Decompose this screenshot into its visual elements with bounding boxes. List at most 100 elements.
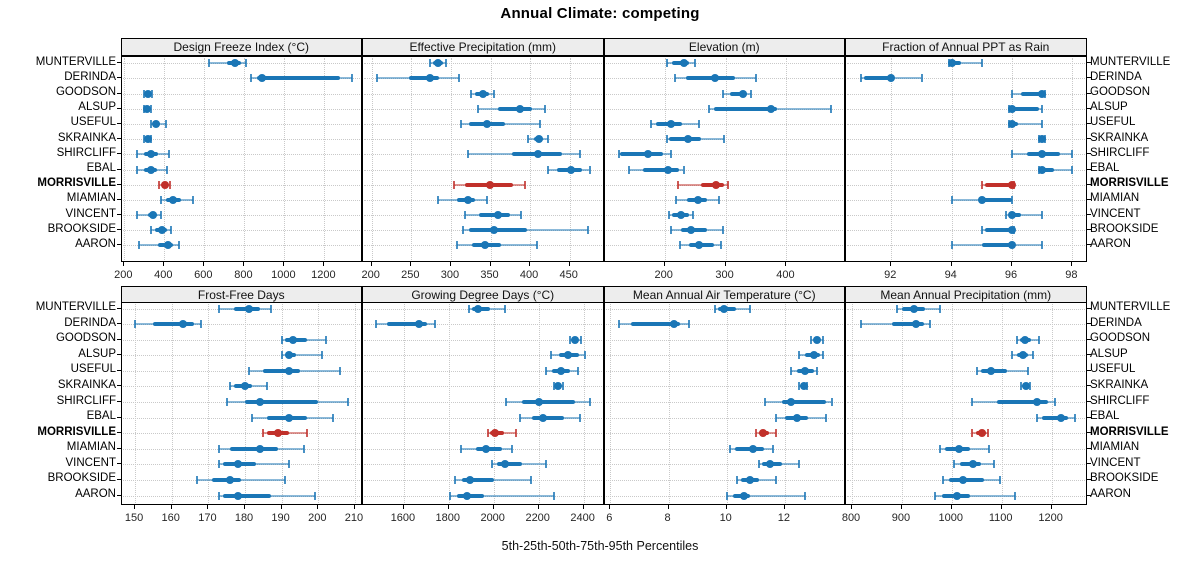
- panel-strip-fraction-of-annual-ppt-as-rain: Fraction of Annual PPT as Rain: [845, 38, 1087, 56]
- gridline: [403, 304, 405, 504]
- median-dot: [801, 366, 810, 375]
- iqr-bar-25-75: [462, 477, 494, 482]
- whisker-cap-95th: [1041, 119, 1044, 128]
- row-label-right-munterville: MUNTERVILLE: [1090, 301, 1171, 313]
- whisker-cap-5th: [668, 211, 670, 219]
- axis-tick-label: 170: [198, 512, 217, 524]
- median-dot: [712, 180, 721, 189]
- whisker-cap-5th: [135, 211, 138, 219]
- median-dot: [1021, 335, 1030, 344]
- whisker-cap-95th: [722, 226, 725, 235]
- whisker-cap-95th: [804, 491, 807, 500]
- row-axis-tick: [116, 369, 121, 371]
- iqr-bar-25-75: [1042, 167, 1055, 172]
- gridline: [284, 58, 286, 261]
- axis-tick: [402, 505, 404, 509]
- whisker-cap-5th: [247, 366, 250, 375]
- whisker-cap-95th: [722, 135, 725, 144]
- whisker-cap-95th: [798, 460, 801, 469]
- row-axis-tick: [1086, 494, 1091, 496]
- row-label-right-derinda: DERINDA: [1090, 70, 1142, 83]
- whisker-cap-95th: [324, 335, 327, 344]
- median-dot: [143, 104, 152, 113]
- whisker-cap-5th: [650, 119, 653, 128]
- row-label-right-ebal: EBAL: [1090, 162, 1120, 174]
- iqr-bar-25-75: [981, 243, 1015, 248]
- whisker-cap-5th: [375, 320, 378, 329]
- axis-tick: [609, 505, 611, 509]
- row-guide: [122, 78, 362, 80]
- row-guide: [847, 108, 1086, 110]
- axis-tick: [783, 505, 785, 509]
- axis-tick: [283, 262, 285, 266]
- median-dot: [490, 226, 499, 235]
- median-dot: [1056, 413, 1065, 422]
- median-dot: [288, 335, 297, 344]
- median-dot: [231, 59, 240, 68]
- median-dot: [161, 180, 170, 189]
- iqr-bar-25-75: [984, 182, 1013, 187]
- panel-strip-frost-free-days: Frost-Free Days: [120, 286, 362, 303]
- median-dot: [1008, 119, 1016, 128]
- panel-strip-label: Fraction of Annual PPT as Rain: [882, 40, 1050, 54]
- row-label-left-vincent: VINCENT: [65, 456, 116, 469]
- whisker-cap-95th: [306, 429, 309, 438]
- axis-tick-label: 200: [114, 269, 133, 281]
- whisker-cap-5th: [491, 460, 494, 469]
- axis-tick-label: 200: [654, 269, 673, 281]
- row-guide: [364, 433, 603, 435]
- iqr-bar-25-75: [1012, 213, 1022, 217]
- row-guide: [605, 339, 845, 341]
- iqr-bar-25-75: [387, 322, 428, 327]
- whisker-cap-95th: [321, 351, 323, 360]
- whisker-cap-5th: [618, 320, 620, 329]
- row-guide: [847, 308, 1086, 310]
- axis-tick: [203, 262, 205, 266]
- panel-strip-label: Mean Annual Precipitation (mm): [880, 287, 1052, 302]
- whisker-cap-5th: [453, 180, 456, 189]
- axis-tick-label: 8: [664, 512, 671, 524]
- whisker-5-95: [197, 478, 286, 481]
- whisker-cap-5th: [487, 429, 490, 438]
- whisker-cap-95th: [504, 304, 506, 313]
- row-label-left-ebal: EBAL: [86, 162, 116, 174]
- iqr-bar-25-75: [230, 446, 278, 451]
- row-guide: [122, 215, 362, 216]
- median-dot: [746, 475, 754, 484]
- median-dot: [425, 74, 434, 83]
- row-axis-tick: [1086, 478, 1091, 480]
- panel-plot-growing-degree-days-c: [362, 302, 604, 505]
- whisker-cap-95th: [561, 382, 564, 391]
- row-guide: [605, 448, 845, 450]
- whisker-cap-5th: [149, 226, 152, 235]
- median-dot: [740, 491, 749, 500]
- whisker-cap-95th: [520, 211, 523, 219]
- axis-tick: [170, 505, 172, 509]
- iqr-bar-25-75: [981, 197, 1012, 202]
- whisker-cap-95th: [1032, 351, 1035, 360]
- axis-tick: [447, 505, 449, 509]
- row-axis-tick: [1086, 338, 1091, 340]
- iqr-bar-25-75: [643, 167, 679, 172]
- row-guide: [122, 417, 362, 419]
- gridline: [371, 58, 373, 261]
- row-axis-tick: [1086, 323, 1091, 325]
- gridline: [490, 58, 492, 261]
- whisker-cap-95th: [727, 180, 729, 189]
- whisker-cap-95th: [552, 491, 555, 500]
- row-label-left-brookside: BROOKSIDE: [47, 222, 116, 235]
- whisker-cap-95th: [150, 89, 153, 98]
- whisker-cap-95th: [815, 366, 818, 375]
- row-guide: [605, 199, 845, 201]
- axis-tick-label: 6: [606, 512, 613, 524]
- whisker-cap-95th: [687, 320, 690, 329]
- iqr-bar-25-75: [730, 91, 748, 96]
- median-dot: [1008, 104, 1016, 113]
- median-dot: [1038, 89, 1047, 98]
- median-dot: [910, 304, 919, 313]
- axis-tick: [537, 505, 539, 509]
- whisker-cap-95th: [998, 475, 1001, 484]
- whisker-cap-5th: [971, 429, 974, 438]
- axis-tick: [950, 505, 952, 509]
- whisker-cap-5th: [456, 241, 459, 250]
